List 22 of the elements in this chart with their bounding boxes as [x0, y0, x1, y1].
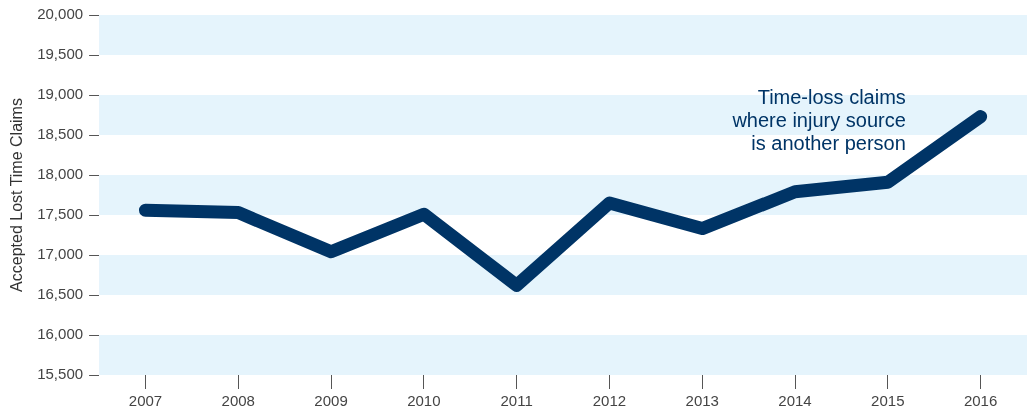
x-tick-label: 2012: [592, 392, 627, 410]
x-tick-label: 2009: [314, 392, 348, 410]
y-tick-label: 17,500: [37, 205, 84, 223]
y-tick-label: 20,000: [37, 5, 84, 23]
y-tick-label: 16,000: [37, 325, 84, 343]
x-tick-label: 2011: [500, 392, 533, 410]
x-tick-label: 2015: [871, 392, 905, 410]
x-tick-label: 2013: [685, 392, 719, 410]
y-tick-label: 15,500: [37, 365, 84, 383]
y-axis-title: Accepted Lost Time Claims: [8, 98, 26, 292]
y-tick-label: 17,000: [37, 245, 84, 263]
series-label: Time-loss claims where injury source is another person: [731, 86, 906, 155]
y-tick-label: 18,000: [37, 165, 84, 183]
y-tick-label: 19,000: [37, 85, 84, 103]
y-tick-label: 19,500: [37, 45, 84, 63]
x-tick-label: 2008: [221, 392, 255, 410]
x-tick-label: 2014: [778, 392, 812, 410]
x-tick-label: 2016: [963, 392, 998, 410]
x-tick-label: 2007: [128, 392, 163, 410]
y-tick-label: 18,500: [37, 125, 84, 143]
y-tick-label: 16,500: [37, 285, 84, 303]
x-tick-label: 2010: [407, 392, 441, 410]
